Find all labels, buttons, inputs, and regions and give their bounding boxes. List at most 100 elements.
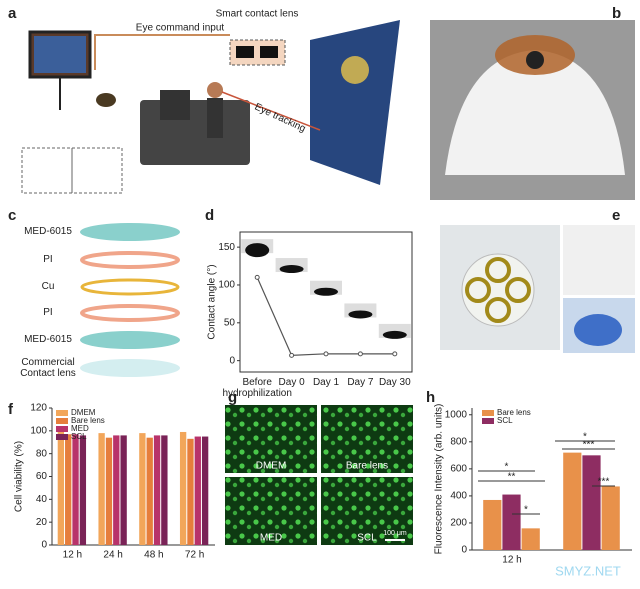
panel-a-illustration bbox=[21, 20, 400, 194]
legend-swatch bbox=[56, 426, 68, 432]
y-tick-label: 1000 bbox=[445, 409, 468, 420]
annotation: Smart contact lens bbox=[216, 9, 299, 20]
droplet bbox=[382, 330, 407, 339]
panel-label: a bbox=[8, 5, 17, 22]
y-tick-label: 800 bbox=[450, 436, 467, 447]
y-tick-label: 80 bbox=[36, 448, 48, 459]
y-tick-label: 60 bbox=[36, 471, 48, 482]
legend-swatch bbox=[56, 434, 68, 440]
bar bbox=[483, 499, 502, 550]
bar bbox=[57, 430, 65, 545]
significance-label: *** bbox=[583, 440, 595, 451]
point bbox=[254, 274, 260, 280]
bar bbox=[146, 437, 153, 545]
bar bbox=[582, 455, 601, 550]
panel-label: e bbox=[612, 207, 620, 224]
panel-e-photos bbox=[440, 225, 635, 353]
y-tick-label: 150 bbox=[218, 242, 235, 253]
legend-swatch bbox=[482, 410, 494, 416]
bar bbox=[563, 452, 582, 550]
panel-label: g bbox=[228, 389, 237, 406]
point bbox=[392, 351, 398, 357]
watermark: SMYZ.NET bbox=[555, 563, 621, 578]
bar bbox=[502, 494, 521, 550]
bar bbox=[105, 437, 113, 545]
y-tick-label: 20 bbox=[36, 517, 48, 528]
droplet bbox=[245, 243, 270, 258]
x-tick-label: Before hydrophilization bbox=[222, 377, 292, 399]
y-tick-label: 400 bbox=[450, 491, 467, 502]
panel-label: h bbox=[426, 389, 435, 406]
bar bbox=[521, 528, 540, 550]
y-axis-title: Contact angle (°) bbox=[207, 264, 218, 339]
y-tick-label: 100 bbox=[30, 425, 47, 436]
layer-label: MED-6015 bbox=[24, 226, 72, 237]
image-label: SCL bbox=[357, 533, 377, 544]
bar bbox=[161, 435, 168, 545]
panel-label: f bbox=[8, 401, 14, 418]
y-tick-label: 120 bbox=[30, 403, 47, 414]
legend-label: Bare lens bbox=[497, 408, 531, 417]
point bbox=[289, 352, 295, 358]
layer-label: Commercial Contact lens bbox=[20, 357, 76, 379]
point bbox=[357, 351, 363, 357]
y-tick-label: 50 bbox=[224, 317, 236, 328]
legend-label: SCL bbox=[71, 432, 87, 441]
bar bbox=[120, 435, 127, 545]
scale-bar-label: 100 μm bbox=[383, 530, 407, 537]
panel-label: c bbox=[8, 207, 16, 224]
image-label: Bare lens bbox=[346, 461, 388, 472]
x-tick-label: 48 h bbox=[144, 550, 163, 561]
y-tick-label: 0 bbox=[41, 540, 47, 551]
y-tick-label: 0 bbox=[461, 545, 467, 556]
significance-label: *** bbox=[598, 477, 610, 488]
x-tick-label: 72 h bbox=[185, 550, 204, 561]
significance-label: * bbox=[583, 432, 587, 443]
y-tick-label: 100 bbox=[218, 280, 235, 291]
legend-label: DMEM bbox=[71, 408, 96, 417]
annotation: Eye command input bbox=[136, 23, 225, 34]
layer-label: MED-6015 bbox=[24, 334, 72, 345]
legend-label: MED bbox=[71, 424, 89, 433]
y-tick-label: 200 bbox=[450, 518, 467, 529]
image-label: DMEM bbox=[256, 461, 287, 472]
bar bbox=[98, 433, 105, 545]
legend-swatch bbox=[56, 418, 68, 424]
y-axis-title: Fluorescence Intensity (arb. units) bbox=[434, 404, 445, 555]
layer-label: PI bbox=[43, 254, 53, 265]
bar bbox=[179, 431, 187, 545]
bar bbox=[187, 438, 194, 545]
droplet bbox=[348, 310, 373, 319]
layer-label: Cu bbox=[41, 281, 55, 292]
x-tick-label: Day 0 bbox=[278, 377, 305, 388]
annotation: Eye tracking bbox=[253, 102, 308, 135]
legend-swatch bbox=[482, 418, 494, 424]
legend-label: Bare lens bbox=[71, 416, 105, 425]
layer-label: PI bbox=[43, 307, 53, 318]
panel-g-images bbox=[225, 405, 413, 545]
bar bbox=[113, 435, 120, 545]
y-tick-label: 0 bbox=[229, 355, 235, 366]
x-tick-label: Day 30 bbox=[378, 377, 411, 388]
image-label: MED bbox=[260, 533, 282, 544]
droplet bbox=[314, 287, 338, 296]
bar bbox=[601, 486, 620, 550]
y-tick-label: 600 bbox=[450, 463, 467, 474]
legend-swatch bbox=[56, 410, 68, 416]
x-tick-label: Day 7 bbox=[347, 377, 374, 388]
bar bbox=[201, 436, 209, 545]
bar bbox=[79, 435, 87, 545]
y-axis-title: Cell viability (%) bbox=[14, 441, 25, 512]
x-tick-label: 24 h bbox=[103, 550, 122, 561]
plot-frame bbox=[239, 231, 413, 373]
bar bbox=[72, 434, 79, 545]
significance-label: * bbox=[524, 505, 528, 516]
y-tick-label: 40 bbox=[36, 494, 48, 505]
x-tick-label: 12 h bbox=[502, 555, 521, 566]
panel-label: d bbox=[205, 207, 214, 224]
droplet bbox=[279, 265, 304, 274]
bar bbox=[65, 434, 72, 545]
x-tick-label: 12 h bbox=[63, 550, 82, 561]
point bbox=[323, 351, 329, 357]
